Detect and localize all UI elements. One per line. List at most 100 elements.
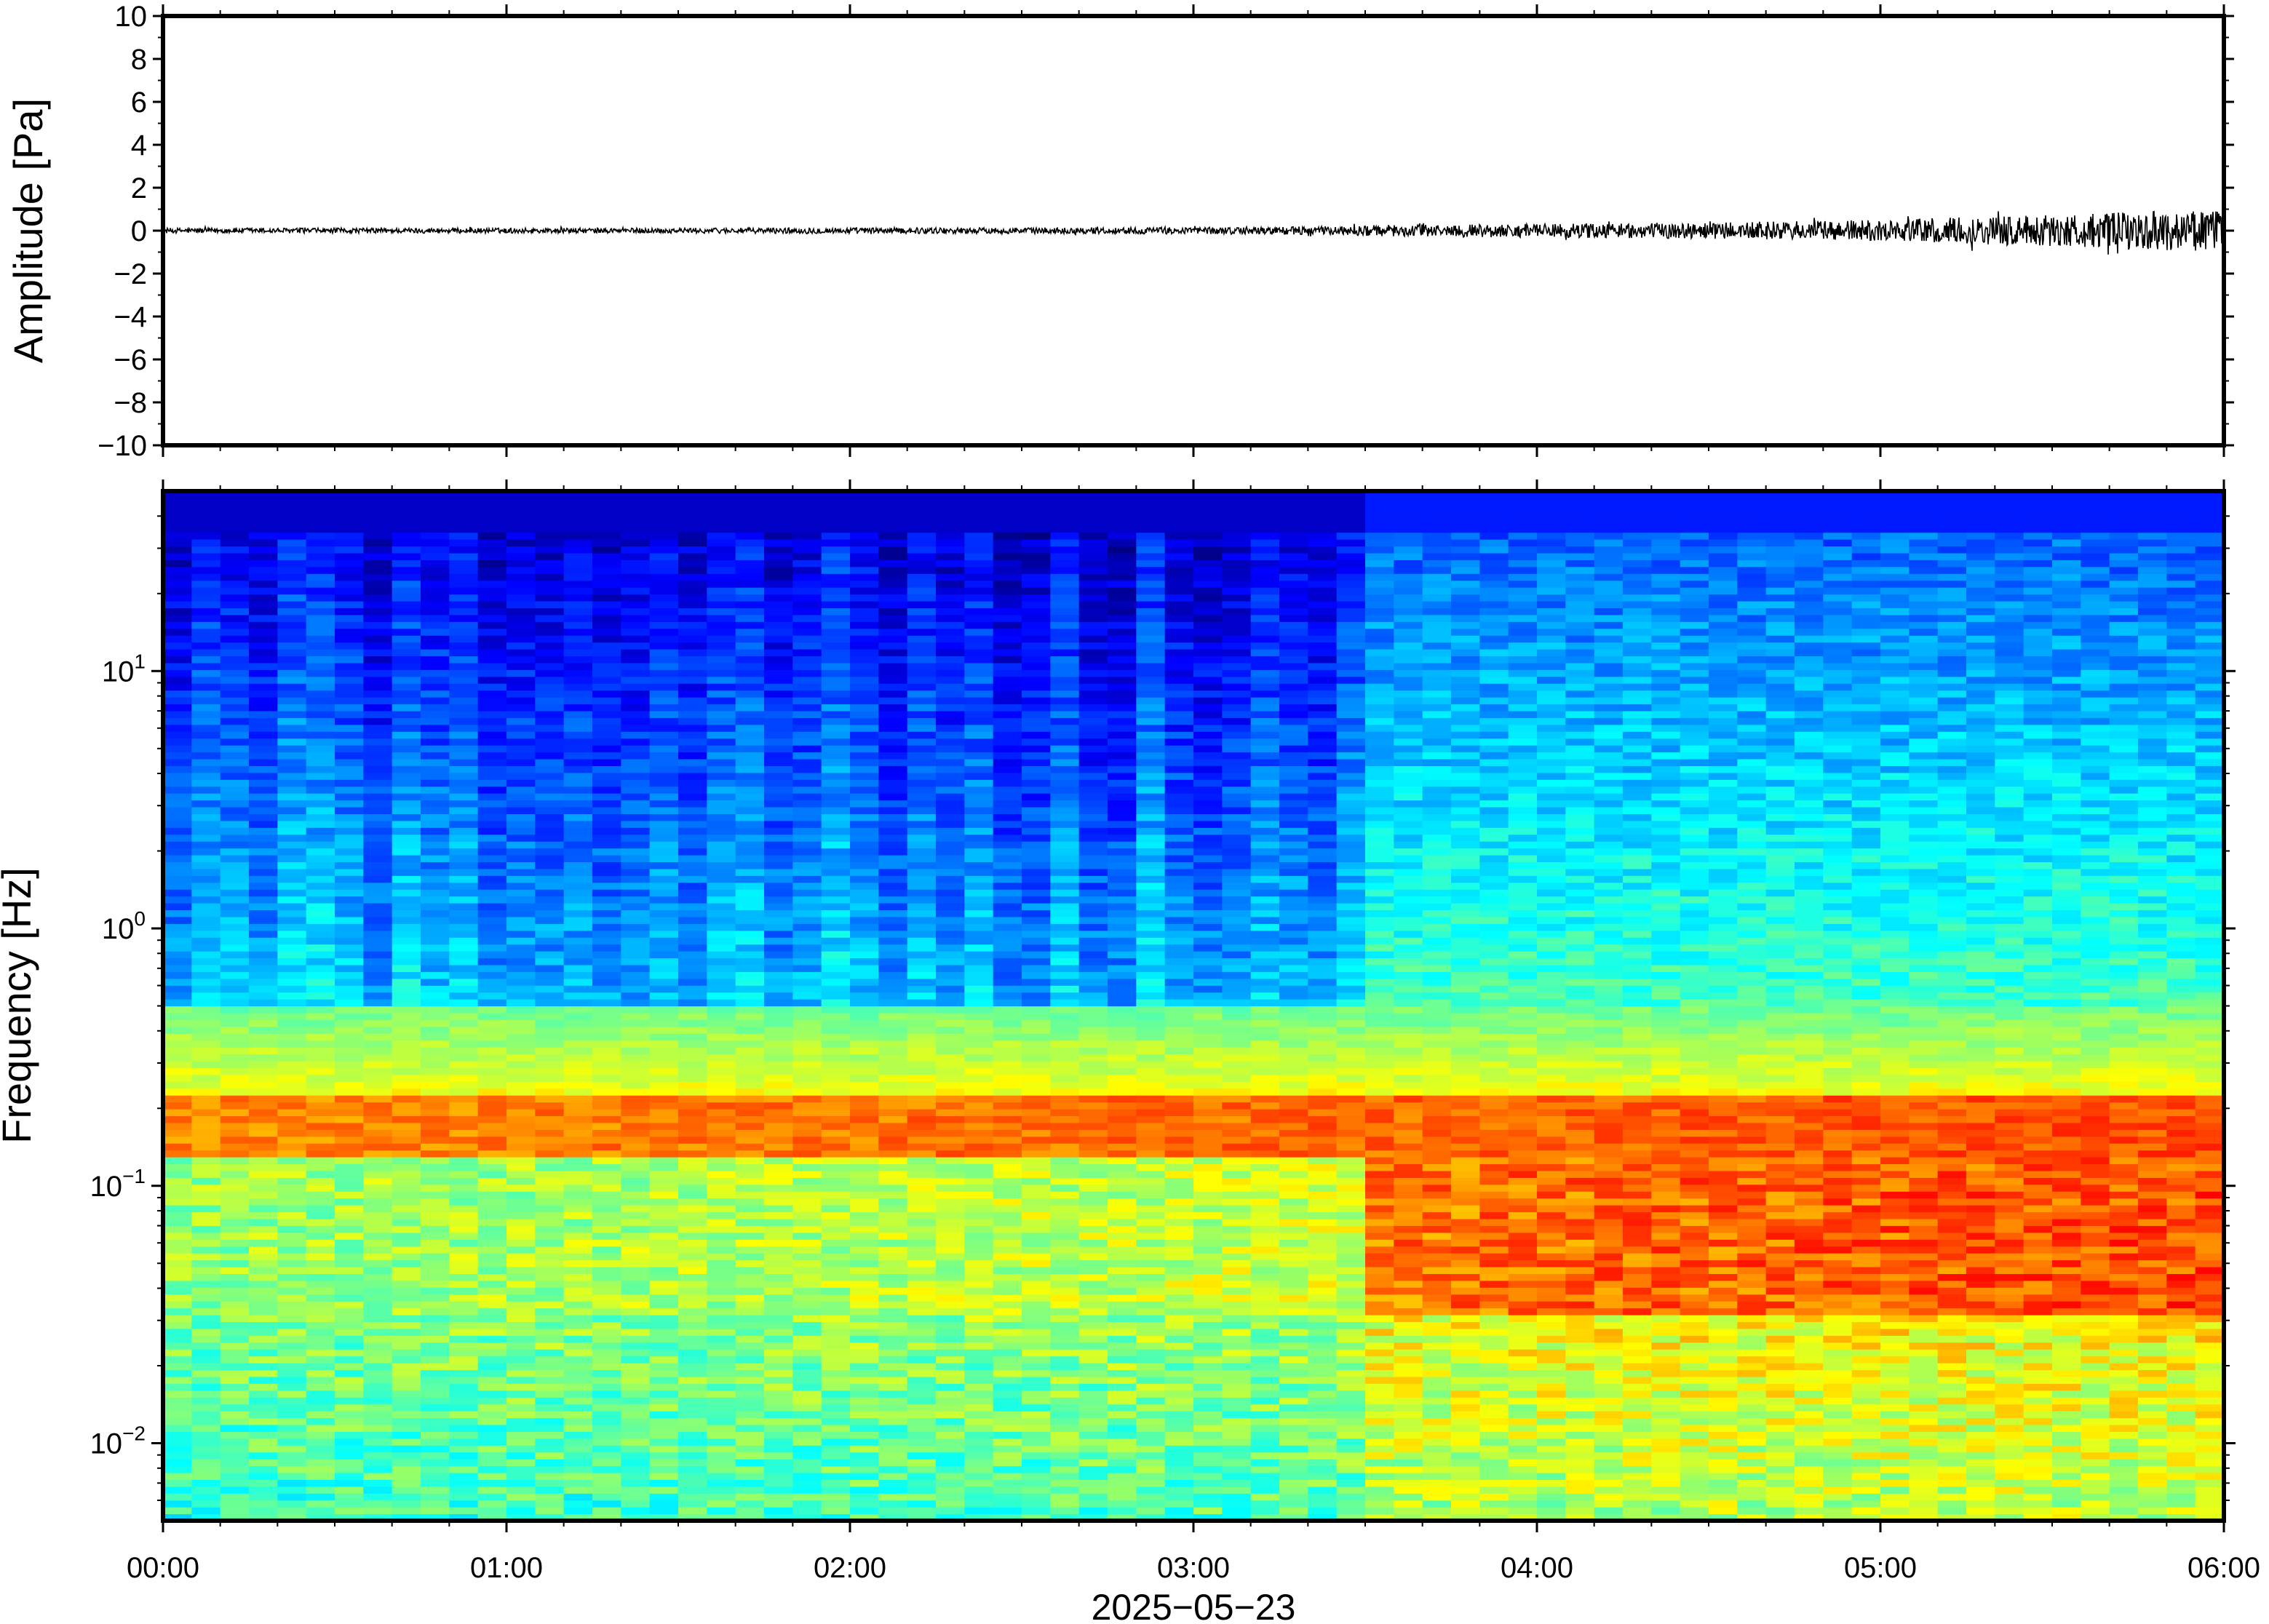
spectrogram-cell [306, 1026, 335, 1034]
spectrogram-cell [592, 512, 621, 520]
spectrogram-cell [649, 1349, 679, 1357]
spectrogram-cell [1078, 1376, 1108, 1384]
spectrogram-cell [621, 1438, 651, 1446]
spectrogram-cell [936, 580, 965, 588]
spectrogram-cell [506, 1081, 536, 1089]
spectrogram-cell [249, 738, 278, 746]
spectrogram-cell [363, 1280, 393, 1288]
spectrogram-cell [335, 944, 364, 952]
spectrogram-cell [421, 676, 450, 684]
spectrogram-cell [621, 608, 651, 616]
spectrogram-cell [191, 1363, 221, 1371]
spectrogram-cell [1022, 951, 1051, 959]
spectrogram-cell [249, 1081, 278, 1089]
spectrogram-cell [535, 1088, 565, 1096]
spectrogram-cell [592, 813, 621, 821]
spectrogram-cell [1022, 1143, 1051, 1151]
spectrogram-cell [964, 512, 994, 520]
spectrogram-cell [821, 566, 851, 574]
spectrogram-cell [592, 1054, 621, 1062]
spectrogram-cell [1050, 608, 1080, 616]
spectrogram-cell [220, 793, 250, 801]
spectrogram-cell [1078, 944, 1108, 952]
spectrogram-cell [477, 1294, 507, 1302]
spectrogram-cell [964, 1513, 994, 1521]
spectrogram-cell [878, 1287, 908, 1295]
spectrogram-cell [249, 882, 278, 890]
spectrogram-cell [220, 841, 250, 849]
spectrogram-cell [764, 923, 793, 931]
spectrogram-cell [964, 958, 994, 966]
spectrogram-cell [335, 1342, 364, 1350]
spectrogram-cell [621, 662, 651, 670]
spectrogram-cell [563, 841, 593, 849]
spectrogram-cell [249, 978, 278, 986]
spectrogram-cell [678, 1315, 707, 1323]
spectrogram-cell [220, 560, 250, 568]
spectrogram-cell [821, 1150, 851, 1158]
spectrogram-cell [707, 1479, 736, 1487]
spectrogram-cell [249, 958, 278, 966]
spectrogram-cell [735, 1033, 765, 1041]
spectrogram-cell [421, 875, 450, 883]
spectrogram-cell [191, 1472, 221, 1480]
spectrogram-cell [335, 896, 364, 904]
spectrogram-cell [936, 1095, 965, 1103]
spectrogram-cell [964, 648, 994, 656]
spectrogram-cell [220, 1218, 250, 1226]
spectrogram-cell [277, 841, 307, 849]
spectrogram-cell [821, 1239, 851, 1247]
spectrogram-cell [821, 848, 851, 856]
spectrogram-cell [592, 552, 621, 560]
spectrogram-cell [707, 875, 736, 883]
spectrogram-cell [850, 1246, 879, 1254]
spectrogram-cell [993, 635, 1022, 643]
spectrogram-cell [163, 889, 192, 897]
spectrogram-cell [477, 834, 507, 842]
spectrogram-cell [936, 1115, 965, 1123]
spectrogram-cell [535, 683, 565, 691]
spectrogram-cell [764, 518, 793, 526]
spectrogram-cell [1022, 1301, 1051, 1309]
spectrogram-cell [163, 1472, 192, 1480]
spectrogram-cell [392, 1294, 421, 1302]
spectrogram-cell [535, 745, 565, 753]
spectrogram-cell [936, 1424, 965, 1432]
spectrogram-cell [563, 1163, 593, 1171]
spectrogram-cell [220, 1465, 250, 1473]
spectrogram-cell [363, 800, 393, 808]
spectrogram-cell [993, 1157, 1022, 1165]
spectrogram-cell [277, 765, 307, 773]
spectrogram-cell [449, 1019, 479, 1027]
spectrogram-cell [764, 951, 793, 959]
spectrogram-cell [592, 992, 621, 1000]
spectrogram-cell [535, 1191, 565, 1199]
spectrogram-cell [993, 903, 1022, 911]
spectrogram-cell [449, 1259, 479, 1267]
spectrogram-cell [535, 1513, 565, 1521]
spectrogram-cell [477, 669, 507, 677]
spectrogram-cell [678, 560, 707, 568]
spectrogram-cell [249, 546, 278, 554]
spectrogram-cell [506, 614, 536, 622]
spectrogram-cell [363, 758, 393, 766]
spectrogram-cell [163, 999, 192, 1007]
spectrogram-cell [764, 1060, 793, 1068]
spectrogram-cell [792, 1280, 822, 1288]
spectrogram-cell [363, 1424, 393, 1432]
spectrogram-cell [563, 1404, 593, 1412]
spectrogram-cell [449, 1246, 479, 1254]
spectrogram-cell [563, 628, 593, 636]
spectrogram-cell [850, 1253, 879, 1261]
spectrogram-cell [220, 1122, 250, 1130]
spectrogram-cell [592, 1060, 621, 1068]
spectrogram-cell [592, 944, 621, 952]
spectrogram-cell [563, 608, 593, 616]
spectrogram-cell [506, 958, 536, 966]
spectrogram-cell [850, 889, 879, 897]
spectrogram-cell [191, 710, 221, 718]
spectrogram-cell [392, 1390, 421, 1398]
spectrogram-cell [936, 1500, 965, 1508]
spectrogram-cell [1078, 518, 1108, 526]
spectrogram-cell [850, 539, 879, 547]
